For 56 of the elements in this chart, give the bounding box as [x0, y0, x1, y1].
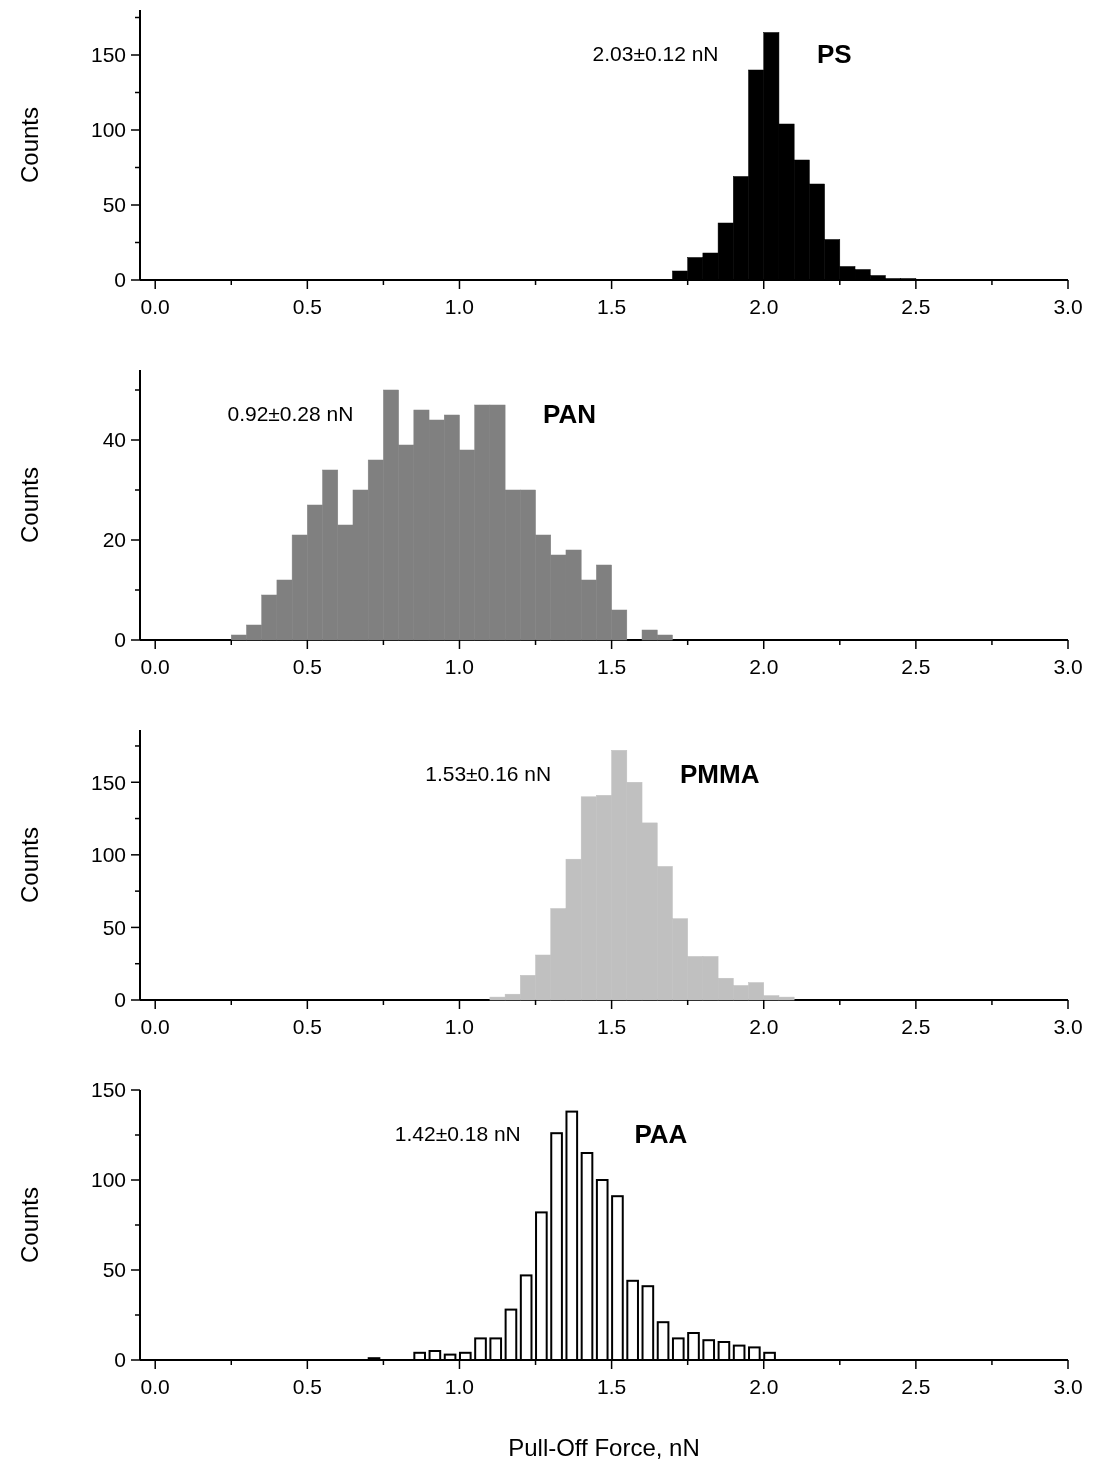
- y-tick-label: 100: [90, 1168, 126, 1192]
- annotation: 0.92±0.28 nN: [227, 402, 354, 426]
- x-tick-label: 0.5: [292, 655, 322, 678]
- x-tick-label: 3.0: [1053, 1375, 1083, 1398]
- y-tick-label: 100: [90, 843, 126, 867]
- y-tick-label: 0: [114, 268, 126, 292]
- x-tick-label: 1.5: [597, 1015, 627, 1038]
- y-tick-label: 0: [114, 628, 126, 652]
- text: PAA: [634, 1119, 688, 1150]
- x-tick-label: 1.5: [597, 295, 627, 318]
- x-tick-label: 2.0: [749, 1015, 779, 1038]
- y-tick-label: 0: [114, 1348, 126, 1372]
- x-tick-label: 3.0: [1053, 655, 1083, 678]
- x-tick-label: 0.5: [292, 1375, 322, 1398]
- x-tick-label: 0.5: [292, 295, 322, 318]
- x-axis-title: Pull-Off Force, nN: [508, 1434, 700, 1461]
- x-tick-label: 1.0: [444, 655, 475, 678]
- x-tick-label: 2.5: [901, 655, 931, 678]
- y-tick-label: 40: [102, 428, 126, 452]
- x-tick-label: 3.0: [1053, 1015, 1083, 1038]
- y-axis-title: Counts: [16, 466, 43, 544]
- y-tick-label: 50: [102, 915, 126, 939]
- x-tick-label: 2.0: [749, 295, 779, 318]
- text: PMMA: [680, 759, 760, 790]
- y-tick-label: 100: [90, 118, 126, 142]
- x-tick-label: 0.0: [140, 1015, 170, 1038]
- x-tick-label: 0.0: [140, 295, 170, 318]
- x-tick-label: 0.5: [292, 1015, 322, 1038]
- annotation: 2.03±0.12 nN: [592, 42, 719, 66]
- y-tick-label: 150: [90, 770, 126, 794]
- x-tick-label: 0.0: [140, 1375, 170, 1398]
- y-tick-label: 50: [102, 1258, 126, 1282]
- x-tick-label: 2.5: [901, 295, 931, 318]
- x-tick-label: 1.5: [597, 655, 627, 678]
- y-tick-label: 50: [102, 193, 126, 217]
- x-tick-label: 2.5: [901, 1375, 931, 1398]
- x-tick-label: 2.0: [749, 655, 779, 678]
- annotation: 1.42±0.18 nN: [394, 1122, 521, 1146]
- x-tick-label: 1.0: [444, 1375, 475, 1398]
- y-tick-label: 150: [90, 1078, 126, 1102]
- y-axis-title: Counts: [16, 106, 43, 184]
- x-tick-label: 3.0: [1053, 295, 1083, 318]
- text: PAN: [543, 399, 597, 430]
- y-tick-label: 20: [102, 528, 126, 552]
- x-tick-label: 0.0: [140, 655, 170, 678]
- annotation: 1.53±0.16 nN: [425, 762, 552, 786]
- y-axis-title: Counts: [16, 826, 43, 904]
- x-tick-label: 1.0: [444, 295, 475, 318]
- y-tick-label: 150: [90, 43, 126, 67]
- text: PS: [816, 39, 852, 70]
- x-tick-label: 1.0: [444, 1015, 475, 1038]
- y-axis-title: Counts: [16, 1186, 43, 1264]
- y-tick-label: 0: [114, 988, 126, 1012]
- x-tick-label: 2.0: [749, 1375, 779, 1398]
- x-tick-label: 2.5: [901, 1015, 931, 1038]
- x-tick-label: 1.5: [597, 1375, 627, 1398]
